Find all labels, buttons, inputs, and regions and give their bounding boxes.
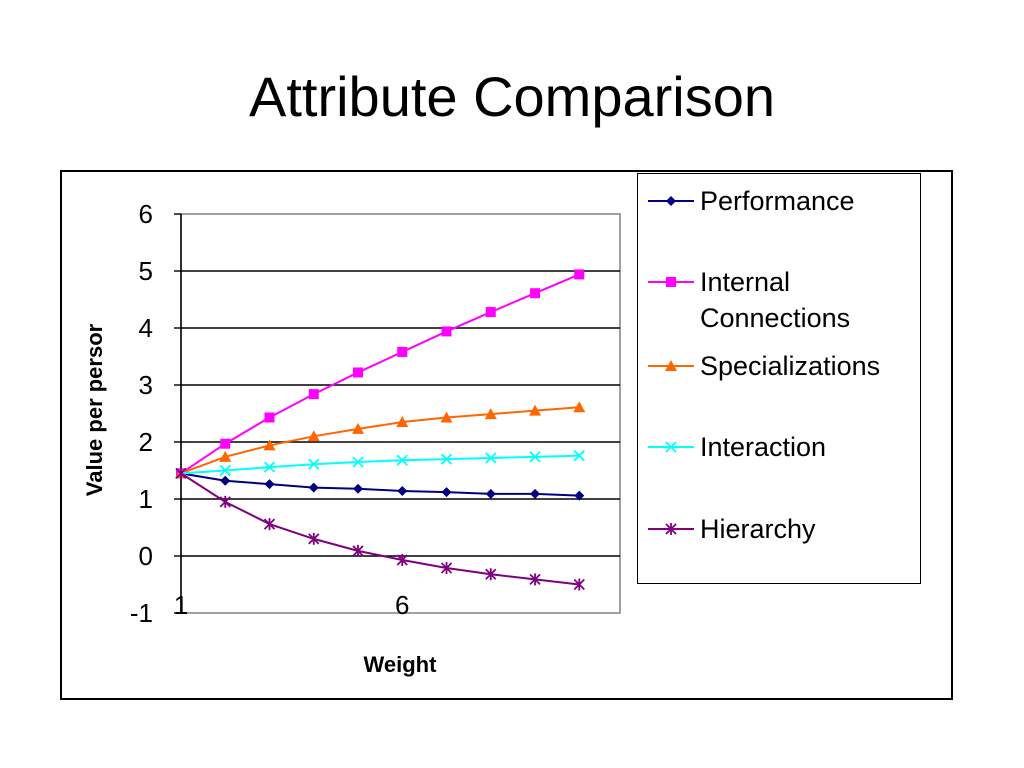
- legend-swatch: [648, 441, 694, 453]
- legend-item: Internal Connections: [648, 264, 915, 336]
- data-point: [307, 430, 320, 442]
- data-point: [484, 408, 497, 420]
- legend-label: Specializations: [700, 351, 881, 381]
- y-tick-label: -1: [130, 598, 153, 628]
- data-point: [440, 453, 453, 465]
- y-tick-label: 1: [139, 484, 153, 514]
- series-line: [180, 454, 580, 475]
- data-point: [485, 307, 496, 318]
- plot-area: [180, 213, 621, 614]
- data-point: [352, 544, 364, 557]
- legend-swatch: [648, 360, 694, 371]
- legend-marker: [665, 360, 677, 371]
- data-point: [219, 495, 231, 508]
- x-tick-label: 1: [174, 590, 188, 620]
- legend: Performance Internal Connections Specializ…: [637, 173, 921, 584]
- data-point: [220, 438, 231, 449]
- series-layer: [175, 269, 586, 591]
- series-performance: [176, 468, 585, 501]
- y-tick-label: 6: [139, 199, 153, 229]
- data-point: [573, 578, 585, 591]
- y-tick-label: 4: [139, 313, 153, 343]
- data-point: [219, 450, 232, 462]
- legend-item: Interaction: [648, 429, 915, 465]
- data-point: [175, 467, 187, 480]
- y-axis-ticks: -1 0 1 2 3 4 5 6: [130, 199, 181, 628]
- legend-label: Interaction: [700, 432, 827, 462]
- data-point: [530, 288, 541, 299]
- y-tick-label: 2: [139, 427, 153, 457]
- legend-item: Performance: [648, 183, 915, 219]
- x-axis-title: Weight: [364, 652, 438, 677]
- y-axis-title: Value per persor: [82, 323, 107, 496]
- data-point: [440, 411, 453, 423]
- data-point: [263, 518, 276, 531]
- data-point: [353, 483, 364, 494]
- data-point: [396, 454, 408, 466]
- series-line: [180, 472, 580, 586]
- data-point: [263, 461, 276, 473]
- data-point: [573, 401, 586, 413]
- data-point: [308, 389, 319, 400]
- legend-item: Specializations: [648, 348, 915, 384]
- y-tick-label: 3: [139, 370, 153, 400]
- data-point: [574, 269, 585, 280]
- series-hierarchy: [175, 467, 585, 591]
- data-point: [485, 488, 496, 499]
- data-point: [219, 464, 231, 477]
- y-tick-label: 0: [139, 541, 153, 571]
- legend-marker: [666, 196, 676, 206]
- legend-label: Performance: [700, 186, 855, 216]
- legend-swatch: [648, 196, 694, 206]
- data-point: [308, 458, 320, 470]
- data-point: [529, 451, 541, 463]
- legend-item: Hierarchy: [648, 511, 915, 547]
- legend-marker: [665, 441, 677, 453]
- data-point: [308, 532, 320, 545]
- data-point: [573, 450, 585, 462]
- data-point: [485, 452, 497, 464]
- data-point: [574, 490, 585, 501]
- y-tick-label: 5: [139, 256, 153, 286]
- data-point: [220, 475, 231, 486]
- data-point: [441, 487, 452, 498]
- data-point: [308, 482, 319, 493]
- slide-title: Attribute Comparison: [248, 65, 775, 128]
- gridlines: [181, 270, 620, 557]
- data-point: [264, 479, 275, 490]
- data-point: [396, 553, 408, 566]
- data-point: [353, 367, 364, 378]
- data-point: [485, 568, 497, 581]
- data-point: [440, 561, 453, 574]
- data-point: [352, 422, 365, 434]
- data-point: [529, 573, 541, 586]
- chart-frame: [60, 170, 953, 700]
- data-point: [441, 326, 452, 337]
- legend-marker: [665, 523, 677, 535]
- legend-label: Hierarchy: [700, 514, 816, 544]
- legend-swatch: [648, 523, 694, 535]
- legend-label: Internal Connections: [700, 267, 851, 333]
- legend-swatch: [648, 277, 694, 287]
- data-point: [529, 404, 542, 416]
- data-point: [396, 416, 409, 428]
- data-point: [397, 486, 408, 497]
- legend-marker: [666, 277, 676, 287]
- series-line: [180, 406, 580, 475]
- series-line: [180, 472, 580, 497]
- data-point: [263, 439, 276, 451]
- data-point: [397, 346, 408, 357]
- data-point: [530, 488, 541, 499]
- x-tick-label: 6: [395, 590, 409, 620]
- series-line: [180, 273, 580, 475]
- data-point: [264, 412, 275, 423]
- series-internal-connections: [176, 269, 585, 479]
- data-point: [352, 456, 364, 468]
